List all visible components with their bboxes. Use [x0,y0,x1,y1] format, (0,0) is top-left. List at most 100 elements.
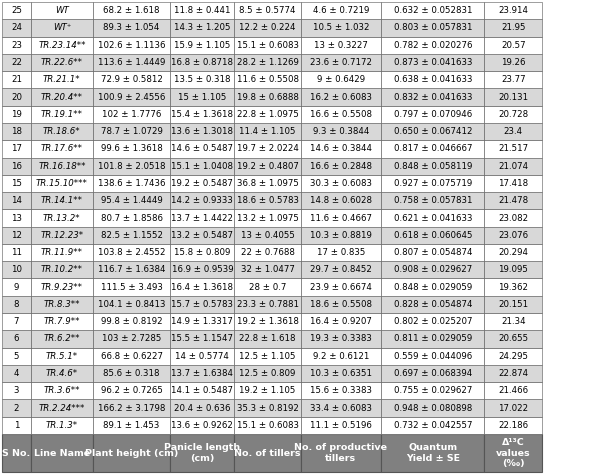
Bar [485,434,542,472]
Text: 23.082: 23.082 [498,213,529,222]
Text: 13.7 ± 1.4422: 13.7 ± 1.4422 [172,213,234,222]
Bar [234,106,300,123]
Text: 19.095: 19.095 [498,265,528,274]
Bar [234,19,300,36]
Text: 13.2 ± 1.0975: 13.2 ± 1.0975 [237,213,299,222]
Bar [2,106,31,123]
Bar [381,400,485,417]
Bar [234,227,300,244]
Bar [170,71,234,88]
Bar [93,19,170,36]
Text: 0.758 ± 0.057831: 0.758 ± 0.057831 [393,196,472,205]
Text: 0.650 ± 0.067412: 0.650 ± 0.067412 [393,127,472,136]
Text: 14: 14 [11,196,22,205]
Text: 15.8 ± 0.809: 15.8 ± 0.809 [174,248,231,257]
Bar [300,330,381,347]
Bar [2,2,31,19]
Text: 89.3 ± 1.054: 89.3 ± 1.054 [104,23,160,32]
Bar [300,296,381,313]
Text: 13.7 ± 1.6384: 13.7 ± 1.6384 [172,369,234,378]
Bar [300,382,381,400]
Bar [234,261,300,279]
Text: 21.517: 21.517 [498,145,529,154]
Text: 13: 13 [11,213,22,222]
Bar [300,279,381,296]
Text: 18.6 ± 0.5783: 18.6 ± 0.5783 [237,196,299,205]
Bar [93,175,170,192]
Text: 17.022: 17.022 [498,403,529,412]
Bar [93,123,170,140]
Text: 85.6 ± 0.318: 85.6 ± 0.318 [104,369,160,378]
Text: 16.9 ± 0.9539: 16.9 ± 0.9539 [172,265,233,274]
Text: 12.2 ± 0.224: 12.2 ± 0.224 [239,23,296,32]
Bar [381,175,485,192]
Text: 13.6 ± 0.9262: 13.6 ± 0.9262 [172,421,234,430]
Bar [485,175,542,192]
Text: 0.811 ± 0.029059: 0.811 ± 0.029059 [394,335,472,344]
Bar [234,382,300,400]
Text: 9.3 ± 0.3844: 9.3 ± 0.3844 [313,127,369,136]
Text: 14.6 ± 0.5487: 14.6 ± 0.5487 [172,145,234,154]
Text: 23.914: 23.914 [498,6,529,15]
Text: 22: 22 [11,58,22,67]
Text: TR.22.6**: TR.22.6** [41,58,83,67]
Text: TR.6.2**: TR.6.2** [44,335,80,344]
Text: 13 ± 0.3227: 13 ± 0.3227 [314,41,368,50]
Bar [93,347,170,365]
Text: 102 ± 1.7776: 102 ± 1.7776 [102,110,162,119]
Text: 9 ± 0.6429: 9 ± 0.6429 [317,75,365,84]
Bar [2,400,31,417]
Bar [300,54,381,71]
Bar [93,400,170,417]
Text: 96.2 ± 0.7265: 96.2 ± 0.7265 [101,386,163,395]
Text: TR.17.6**: TR.17.6** [41,145,83,154]
Bar [31,106,93,123]
Text: 15: 15 [11,179,22,188]
Text: 72.9 ± 0.5812: 72.9 ± 0.5812 [101,75,163,84]
Bar [300,106,381,123]
Text: 12.5 ± 0.809: 12.5 ± 0.809 [240,369,296,378]
Bar [170,192,234,210]
Bar [2,19,31,36]
Text: TR.13.2*: TR.13.2* [43,213,80,222]
Bar [170,330,234,347]
Text: 20.294: 20.294 [498,248,529,257]
Bar [170,2,234,19]
Text: TR.1.3*: TR.1.3* [46,421,78,430]
Bar [170,88,234,106]
Bar [300,36,381,54]
Text: 0.782 ± 0.020276: 0.782 ± 0.020276 [393,41,472,50]
Bar [381,382,485,400]
Bar [234,296,300,313]
Text: WT⁺: WT⁺ [53,23,71,32]
Bar [2,434,31,472]
Text: 9: 9 [14,283,19,292]
Bar [234,88,300,106]
Text: 23.4: 23.4 [504,127,523,136]
Text: 13.6 ± 1.3018: 13.6 ± 1.3018 [172,127,234,136]
Text: 10.5 ± 1.032: 10.5 ± 1.032 [313,23,369,32]
Bar [381,123,485,140]
Bar [234,123,300,140]
Text: 8: 8 [14,300,19,309]
Bar [485,400,542,417]
Text: 111.5 ± 3.493: 111.5 ± 3.493 [101,283,163,292]
Text: 23.9 ± 0.6674: 23.9 ± 0.6674 [310,283,372,292]
Bar [2,365,31,382]
Bar [234,36,300,54]
Bar [234,192,300,210]
Text: 20.57: 20.57 [501,41,526,50]
Text: 16.4 ± 1.3618: 16.4 ± 1.3618 [172,283,234,292]
Bar [381,192,485,210]
Bar [170,434,234,472]
Bar [170,365,234,382]
Bar [485,417,542,434]
Text: 30.3 ± 0.6083: 30.3 ± 0.6083 [310,179,372,188]
Bar [2,244,31,261]
Text: 21.466: 21.466 [498,386,529,395]
Bar [2,227,31,244]
Bar [31,296,93,313]
Text: 11: 11 [11,248,22,257]
Text: 11.4 ± 1.105: 11.4 ± 1.105 [239,127,296,136]
Text: 1: 1 [14,421,19,430]
